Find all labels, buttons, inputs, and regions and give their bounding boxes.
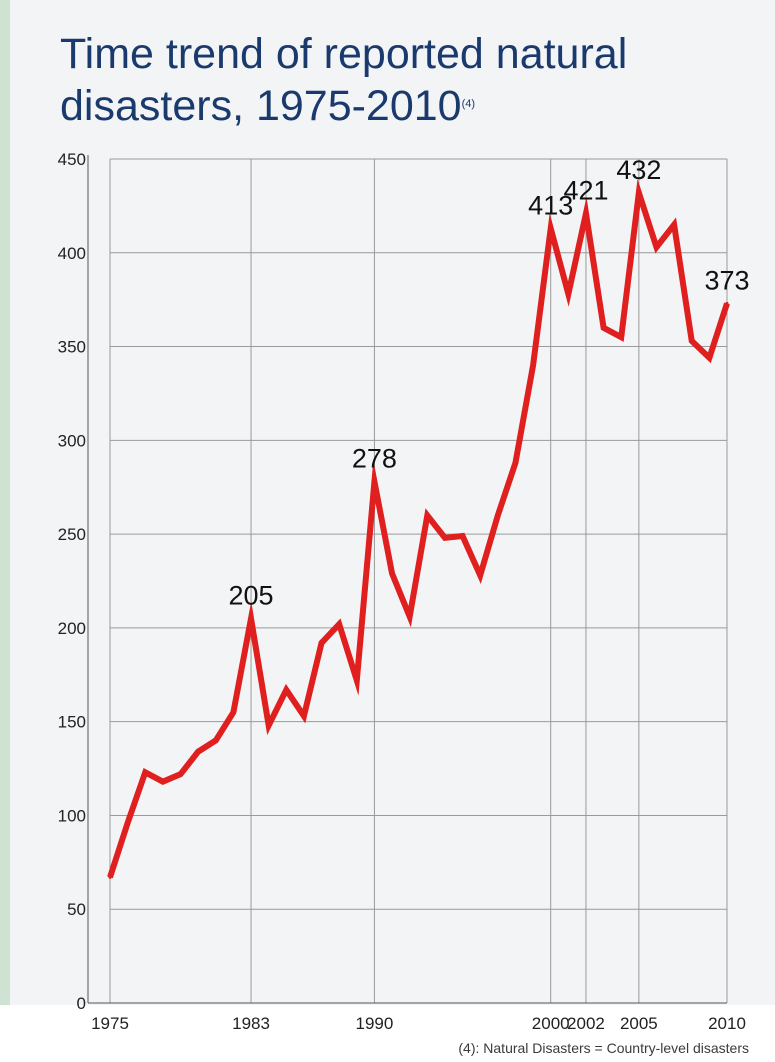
y-tick-label: 150 <box>58 713 86 732</box>
data-point <box>108 875 112 879</box>
y-tick-label: 100 <box>58 806 86 825</box>
data-point <box>496 513 500 517</box>
data-point <box>602 326 606 330</box>
data-point <box>231 710 235 714</box>
data-point <box>619 335 623 339</box>
data-point <box>725 301 729 305</box>
data-point <box>690 339 694 343</box>
y-tick-label: 250 <box>58 525 86 544</box>
data-label: 432 <box>616 155 661 185</box>
x-tick-label: 1975 <box>91 1014 129 1033</box>
chart-title-text: Time trend of reported natural disasters… <box>60 30 628 130</box>
x-tick-label: 2002 <box>567 1014 605 1033</box>
footnote: (4): Natural Disasters = Country-level d… <box>458 1040 749 1056</box>
axis-layer: 0 50 100 150 200 250 300 350 400 450 1975 1983 1990 2… <box>58 150 746 1033</box>
data-point <box>513 461 517 465</box>
data-point <box>461 534 465 538</box>
data-point <box>284 688 288 692</box>
data-point <box>302 714 306 718</box>
data-point <box>320 641 324 645</box>
data-point <box>249 617 253 621</box>
x-tick-label: 2005 <box>620 1014 658 1033</box>
data-point <box>566 292 570 296</box>
data-point <box>214 738 218 742</box>
y-tick-label: 0 <box>77 994 86 1013</box>
data-label: 421 <box>563 175 608 205</box>
data-point <box>408 615 412 619</box>
x-tick-label: 2010 <box>708 1014 746 1033</box>
series-layer <box>107 178 730 879</box>
y-tick-label: 300 <box>58 431 86 450</box>
data-point <box>549 226 553 230</box>
y-tick-label: 400 <box>58 244 86 263</box>
y-tick-label: 350 <box>58 338 86 357</box>
y-tick-label: 450 <box>58 150 86 169</box>
data-label: 278 <box>352 444 397 474</box>
data-point <box>126 821 130 825</box>
data-point <box>584 211 588 215</box>
data-point <box>337 622 341 626</box>
data-label: 205 <box>228 581 273 611</box>
data-point <box>143 770 147 774</box>
data-point <box>672 223 676 227</box>
data-point <box>372 480 376 484</box>
data-point <box>425 513 429 517</box>
series-line <box>107 178 730 879</box>
data-point <box>654 245 658 249</box>
x-tick-label: 1990 <box>356 1014 394 1033</box>
chart-panel <box>10 0 775 1005</box>
data-point <box>707 356 711 360</box>
data-point <box>390 571 394 575</box>
data-point <box>355 678 359 682</box>
left-accent-bar <box>0 0 10 1005</box>
data-point <box>443 536 447 540</box>
data-point <box>267 723 271 727</box>
x-tick-label: 2000 <box>532 1014 570 1033</box>
data-label: 373 <box>704 265 749 295</box>
grid-layer <box>109 158 728 1003</box>
x-tick-label: 1983 <box>232 1014 270 1033</box>
chart-title: Time trend of reported natural disasters… <box>60 28 760 132</box>
data-point <box>161 780 165 784</box>
data-point <box>478 573 482 577</box>
y-tick-label: 200 <box>58 619 86 638</box>
data-point <box>179 772 183 776</box>
data-label: 413 <box>528 190 573 220</box>
data-point <box>637 191 641 195</box>
data-point <box>196 750 200 754</box>
data-point <box>531 363 535 367</box>
y-tick-label: 50 <box>67 900 86 919</box>
title-footnote-marker: (4) <box>461 98 476 110</box>
